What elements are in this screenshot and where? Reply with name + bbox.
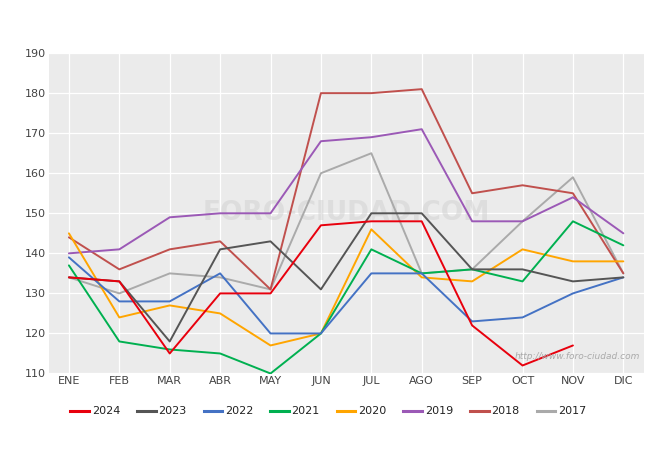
Text: Afiliados en Castronuño a 30/11/2024: Afiliados en Castronuño a 30/11/2024: [161, 15, 489, 33]
Text: FORO-CIUDAD.COM: FORO-CIUDAD.COM: [202, 200, 490, 226]
Text: 2020: 2020: [358, 405, 386, 416]
Text: http://www.foro-ciudad.com: http://www.foro-ciudad.com: [515, 352, 640, 361]
Text: 2023: 2023: [159, 405, 187, 416]
Text: 2024: 2024: [92, 405, 120, 416]
Text: 2019: 2019: [425, 405, 453, 416]
Text: 2017: 2017: [558, 405, 586, 416]
Text: 2022: 2022: [225, 405, 254, 416]
Text: 2018: 2018: [491, 405, 519, 416]
Text: 2021: 2021: [291, 405, 320, 416]
